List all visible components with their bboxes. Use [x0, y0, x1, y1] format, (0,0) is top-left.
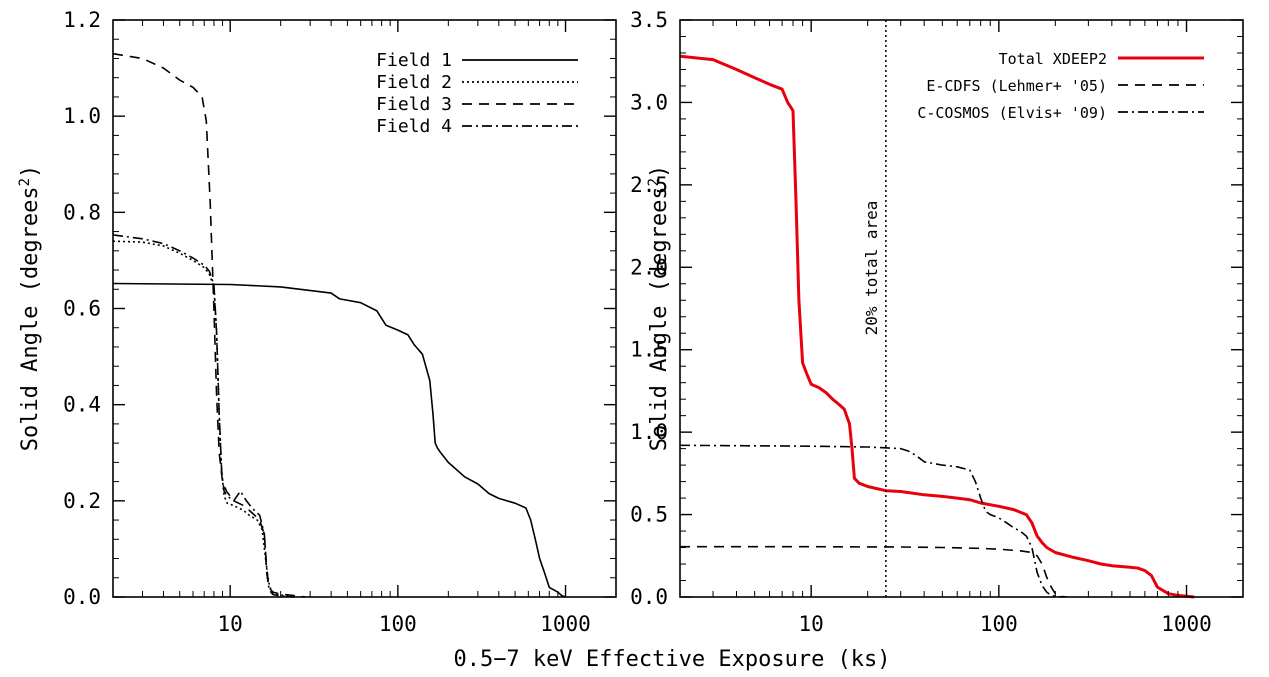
right-panel: 20% total area 0.00.51.01.52.02.53.03.5 …	[630, 8, 1244, 636]
right-ytick-label: 0.5	[630, 503, 668, 527]
right-ytick-label: 3.0	[630, 90, 668, 114]
right-plot-frame	[679, 19, 1244, 598]
right-xtick-label: 100	[980, 612, 1018, 636]
right-legend: Total XDEEP2 E-CDFS (Lehmer+ '05) C-COSMOS…	[917, 50, 1204, 122]
left-legend-label: Field 4	[376, 116, 452, 137]
x-axis-title: 0.5−7 keV Effective Exposure (ks)	[453, 647, 890, 672]
left-y-axis-title: Solid Angle (degrees2)	[17, 165, 43, 452]
left-legend-label: Field 2	[376, 72, 452, 93]
right-ytick-label: 2.5	[630, 173, 668, 197]
right-series-line-3	[679, 444, 1064, 598]
right-ytick-label: 2.0	[630, 255, 668, 279]
left-series-line-4	[112, 234, 294, 598]
left-xtick-label: 10	[218, 612, 243, 636]
right-y-ticks: 0.0 0.5 1.0 1.5 2.0 2.5 3.0 3.5	[630, 8, 1243, 609]
left-ytick-label: 1.0	[63, 104, 101, 128]
right-ytick-label: 3.5	[630, 8, 668, 32]
right-legend-label: C-COSMOS (Elvis+ '09)	[917, 104, 1107, 122]
right-xtick-label: 1000	[1161, 612, 1212, 636]
left-series-line-3	[112, 52, 306, 598]
left-ytick-label: 0.2	[63, 489, 101, 513]
right-legend-label: Total XDEEP2	[999, 50, 1107, 68]
twenty-percent-annotation: 20% total area	[862, 201, 881, 336]
left-ytick-label: 0.8	[63, 200, 101, 224]
left-panel: 0.0 0.2 0.4 0.6 0.8 1.0 1.2 10 100 1000 Solid An…	[17, 8, 617, 636]
right-ytick-label: 0.0	[630, 585, 668, 609]
left-ytick-label: 0.4	[63, 393, 101, 417]
right-x-ticks: 10 100 1000	[679, 20, 1244, 636]
right-y-axis-title: Solid Angle (degrees2)	[646, 165, 672, 452]
left-xtick-label: 1000	[540, 612, 591, 636]
right-series-line-1	[679, 54, 1195, 599]
left-ytick-label: 0.6	[63, 297, 101, 321]
left-y-ticks: 0.0 0.2 0.4 0.6 0.8 1.0 1.2	[63, 8, 616, 609]
left-ytick-label: 0.0	[63, 585, 101, 609]
left-legend-label: Field 3	[376, 94, 452, 115]
right-series-group	[679, 54, 1195, 599]
left-series-line-1	[112, 282, 566, 598]
right-ytick-label: 1.0	[630, 420, 668, 444]
left-series-line-2	[112, 240, 295, 598]
left-ytick-label: 1.2	[63, 8, 101, 32]
right-legend-label: E-CDFS (Lehmer+ '05)	[926, 77, 1107, 95]
left-plot-frame	[112, 19, 617, 598]
right-ytick-label: 1.5	[630, 338, 668, 362]
left-legend-label: Field 1	[376, 50, 452, 71]
right-xtick-label: 10	[799, 612, 824, 636]
left-x-ticks: 10 100 1000	[112, 20, 617, 636]
right-series-line-2	[680, 545, 1067, 598]
left-series-group	[112, 52, 566, 598]
left-xtick-label: 100	[379, 612, 417, 636]
